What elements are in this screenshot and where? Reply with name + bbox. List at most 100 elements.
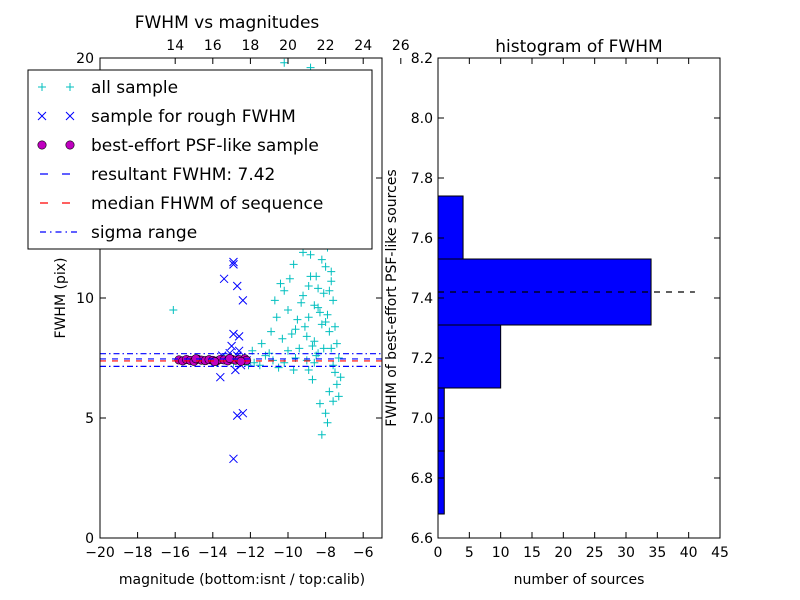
scatter-top-tick-label: 14 bbox=[166, 38, 184, 54]
legend-entry: resultant FWHM: 7.42 bbox=[40, 165, 275, 185]
histogram-x-tick-label: 10 bbox=[492, 545, 510, 561]
all-sample-point bbox=[257, 339, 266, 348]
all-sample-point bbox=[306, 250, 315, 259]
all-sample-point bbox=[321, 262, 330, 271]
all-sample-point bbox=[321, 318, 330, 326]
all-sample-point bbox=[325, 387, 334, 396]
all-sample-point bbox=[308, 375, 317, 384]
legend-circle-icon bbox=[37, 140, 47, 150]
scatter-top-tick-label: 20 bbox=[279, 38, 297, 54]
all-sample-point bbox=[299, 248, 308, 257]
histogram-y-tick-label: 7.8 bbox=[411, 171, 433, 187]
all-sample-point bbox=[336, 373, 345, 382]
histogram-y-ticks: 6.6 6.8 7.0 7.2 7.4 7.6 7.8 8.0 8.2 bbox=[411, 51, 720, 547]
scatter-y-tick-label: 5 bbox=[85, 411, 94, 427]
all-sample-point bbox=[278, 334, 287, 343]
all-sample-point bbox=[323, 310, 332, 319]
histogram-x-tick-label: 45 bbox=[711, 545, 729, 561]
series-circle bbox=[174, 353, 252, 367]
all-sample-point bbox=[280, 58, 289, 67]
all-sample-point bbox=[289, 366, 298, 374]
all-sample-point bbox=[287, 330, 296, 338]
scatter-y-tick-label: 20 bbox=[76, 51, 94, 67]
all-sample-point bbox=[274, 363, 283, 372]
rough-fwhm-point bbox=[229, 329, 238, 339]
histogram-title: histogram of FWHM bbox=[495, 37, 662, 57]
scatter-top-tick-label: 18 bbox=[241, 38, 259, 54]
all-sample-point bbox=[300, 322, 309, 331]
all-sample-point bbox=[302, 332, 311, 341]
all-sample-point bbox=[270, 296, 279, 305]
histogram-y-axis-label: FWHM of best-effort PSF-like sources bbox=[384, 169, 400, 426]
legend-label: resultant FWHM: 7.42 bbox=[91, 165, 275, 185]
all-sample-point bbox=[276, 279, 285, 288]
all-sample-point bbox=[332, 339, 341, 348]
histogram-bar bbox=[437, 324, 502, 389]
scatter-top-ticks: 14 16 18 20 22 24 26 bbox=[166, 38, 410, 64]
scatter-x-tick-label: −10 bbox=[273, 545, 303, 561]
legend-label: sample for rough FWHM bbox=[91, 107, 296, 127]
histogram-bar bbox=[437, 258, 652, 326]
all-sample-point bbox=[291, 325, 300, 334]
histogram-x-tick-label: 30 bbox=[617, 545, 635, 561]
scatter-x-tick-label: −18 bbox=[123, 545, 153, 561]
legend-entry: sigma range bbox=[40, 223, 197, 243]
all-sample-point bbox=[323, 418, 332, 427]
legend-entry: best-effort PSF-like sample bbox=[37, 136, 319, 156]
all-sample-point bbox=[327, 344, 336, 353]
all-sample-point bbox=[250, 358, 259, 367]
histogram-y-tick-label: 8.0 bbox=[411, 111, 433, 127]
rough-fwhm-point bbox=[238, 296, 248, 305]
legend-entries: all sample sample for rough FWHM best-effo… bbox=[37, 78, 323, 243]
histogram-panel: 0 5 10 15 20 25 30 35 40 45 6.6 6.8 7.0 7.2 7.4 7.6 7.8… bbox=[384, 37, 729, 588]
rough-fwhm-point bbox=[234, 332, 244, 341]
scatter-x-axis-label: magnitude (bottom:isnt / top:calib) bbox=[119, 572, 365, 588]
all-sample-point bbox=[285, 274, 294, 283]
all-sample-point bbox=[169, 306, 178, 314]
all-sample-point bbox=[284, 306, 292, 314]
all-sample-point bbox=[329, 296, 338, 305]
histogram-bar bbox=[437, 195, 464, 260]
histogram-y-tick-label: 6.6 bbox=[411, 531, 433, 547]
rough-fwhm-point bbox=[232, 281, 242, 291]
rough-fwhm-point bbox=[229, 454, 238, 464]
all-sample-point bbox=[308, 342, 317, 350]
legend-label: median FHWM of sequence bbox=[91, 194, 323, 214]
scatter-x-tick-label: −16 bbox=[160, 545, 190, 561]
all-sample-point bbox=[304, 366, 313, 374]
all-sample-point bbox=[314, 284, 323, 293]
all-sample-point bbox=[280, 286, 289, 295]
rough-fwhm-point bbox=[231, 365, 240, 375]
rough-fwhm-point bbox=[232, 411, 242, 420]
all-sample-point bbox=[295, 344, 304, 353]
all-sample-point bbox=[297, 298, 306, 307]
all-sample-point bbox=[315, 399, 324, 408]
all-sample-point bbox=[289, 260, 298, 269]
legend-entry: sample for rough FWHM bbox=[37, 107, 296, 127]
histogram-x-axis-label: number of sources bbox=[514, 572, 645, 588]
legend-label: sigma range bbox=[91, 223, 197, 243]
histogram-x-tick-label: 35 bbox=[648, 545, 666, 561]
histogram-y-tick-label: 7.6 bbox=[411, 231, 433, 247]
all-sample-point bbox=[310, 358, 319, 367]
scatter-y-tick-label: 10 bbox=[76, 291, 94, 307]
all-sample-point bbox=[293, 315, 302, 324]
histogram-x-tick-label: 15 bbox=[523, 545, 541, 561]
scatter-title: FWHM vs magnitudes bbox=[135, 13, 320, 33]
rough-fwhm-point bbox=[215, 372, 225, 382]
legend-plus-icon bbox=[66, 83, 74, 91]
all-sample-point bbox=[284, 346, 292, 355]
histogram-bar bbox=[437, 450, 445, 515]
all-sample-point bbox=[299, 291, 308, 300]
all-sample-point bbox=[327, 277, 336, 286]
histogram-y-tick-label: 7.0 bbox=[411, 411, 433, 427]
histogram-y-tick-label: 6.8 bbox=[411, 471, 433, 487]
legend-plus-icon bbox=[38, 83, 46, 91]
rough-fwhm-point bbox=[238, 408, 248, 418]
all-sample-point bbox=[325, 286, 334, 295]
all-sample-point bbox=[334, 354, 343, 362]
legend-label: all sample bbox=[91, 78, 178, 98]
all-sample-point bbox=[306, 272, 315, 281]
all-sample-point bbox=[329, 397, 338, 406]
scatter-panel: −20 −18 −16 −14 −12 −10 −8 −6 14 16 18 20 22 24 26 0 5… bbox=[27, 13, 410, 588]
